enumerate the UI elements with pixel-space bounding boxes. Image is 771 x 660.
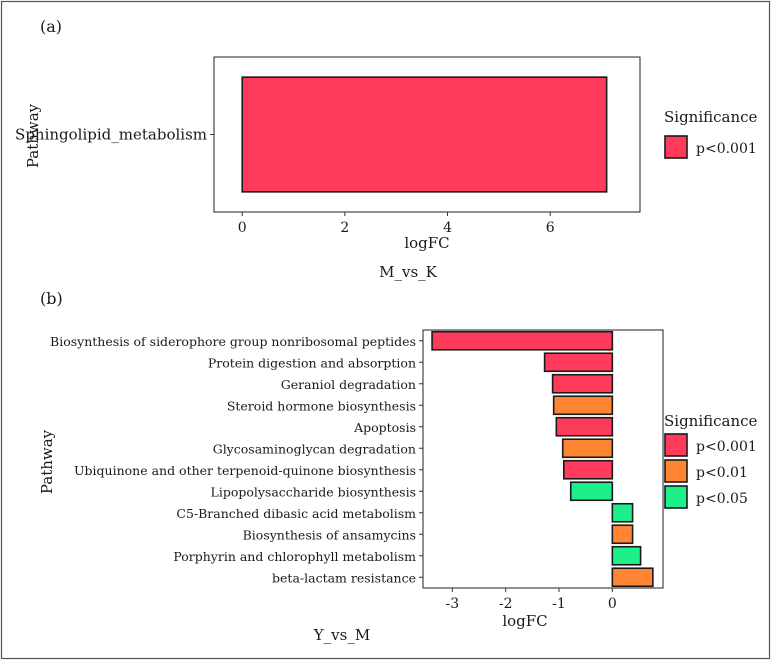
b-category-label-8: Lipopolysaccharide biosynthesis: [211, 484, 416, 499]
panel-b-legend: Significance p<0.001 p<0.01 p<0.05: [664, 412, 758, 509]
panel-a-ylabel: Pathway: [24, 103, 42, 168]
b-bar-9: [611, 502, 634, 523]
b-category-label-6: Glycosaminoglycan degradation: [213, 441, 416, 456]
a-xtick-label-4: 6: [546, 220, 555, 236]
b-bar-5: [555, 416, 614, 437]
panel-b-legend-entries: p<0.001 p<0.01 p<0.05: [664, 433, 757, 509]
panel-b-bars: [431, 330, 654, 588]
b-legend-label-3: p<0.05: [696, 491, 748, 507]
panel-a-legend-title: Significance: [664, 108, 758, 126]
panel-b-xaxis: -3 -2 -1 0: [446, 588, 617, 612]
b-category-label-2: Protein digestion and absorption: [208, 355, 416, 370]
panel-a-xaxis: 0 2 4 6: [238, 212, 555, 236]
panel-a-legend-entries: p<0.001: [664, 135, 757, 159]
panel-b-plot-frame: [422, 329, 664, 589]
a-category-label-1: Sphingolipid_metabolism: [15, 126, 207, 144]
b-category-label-1: Biosynthesis of siderophore group nonrib…: [50, 334, 416, 349]
panel-b-caption: Y_vs_M: [313, 626, 370, 644]
b-category-label-7: Ubiquinone and other terpenoid-quinone b…: [74, 463, 416, 478]
b-bar-1: [431, 330, 614, 351]
a-xtick-label-1: 0: [238, 220, 247, 236]
b-bar-4: [552, 395, 614, 416]
b-legend-label-2: p<0.01: [696, 465, 748, 481]
b-category-label-5: Apoptosis: [353, 420, 416, 435]
panel-b-ylabel: Pathway: [38, 429, 56, 494]
b-category-label-12: beta-lactam resistance: [272, 570, 416, 585]
b-category-label-10: Biosynthesis of ansamycins: [243, 527, 416, 542]
b-bar-7: [562, 459, 614, 480]
b-bar-3: [551, 373, 614, 394]
b-bar-11: [611, 545, 642, 566]
b-xtick-label-4: 0: [608, 596, 617, 612]
b-category-label-11: Porphyrin and chlorophyll metabolism: [173, 549, 416, 564]
a-legend-label-1: p<0.001: [696, 141, 757, 157]
panel-b-legend-title: Significance: [664, 412, 758, 430]
b-category-label-3: Geraniol degradation: [281, 377, 416, 392]
panel-b-yaxis: Biosynthesis of siderophore group nonrib…: [50, 334, 423, 585]
b-legend-swatch-1: [664, 433, 688, 457]
b-category-label-9: C5-Branched dibasic acid metabolism: [176, 506, 416, 521]
b-category-label-4: Steroid hormone biosynthesis: [227, 398, 416, 413]
b-bar-12: [611, 567, 654, 588]
panel-b-label: (b): [40, 289, 63, 308]
panel-a-yaxis: Sphingolipid_metabolism: [15, 126, 214, 144]
b-bar-6: [561, 438, 614, 459]
b-xtick-label-1: -3: [446, 596, 460, 612]
b-bar-8: [569, 481, 614, 502]
panel-a: (a) Pathway Sphingolipid_metabolism 0 2 4 6…: [15, 17, 757, 281]
b-xtick-label-3: -1: [552, 596, 566, 612]
panel-a-caption: M_vs_K: [379, 263, 438, 281]
a-bar-1: [241, 76, 608, 193]
panel-a-xlabel: logFC: [404, 234, 449, 252]
b-xtick-label-2: -2: [499, 596, 513, 612]
panel-b-xlabel: logFC: [502, 612, 547, 630]
panel-a-bars: [241, 76, 608, 193]
b-bar-2: [543, 352, 614, 373]
b-bar-10: [611, 524, 634, 545]
a-xtick-label-2: 2: [340, 220, 349, 236]
a-legend-swatch-1: [664, 135, 688, 159]
b-legend-swatch-3: [664, 485, 688, 509]
panel-b: (b) Pathway Biosynthesis of siderophore …: [38, 289, 758, 644]
a-xtick-label-3: 4: [443, 220, 452, 236]
b-legend-label-1: p<0.001: [696, 439, 757, 455]
panel-a-label: (a): [40, 17, 62, 36]
b-legend-swatch-2: [664, 459, 688, 483]
panel-a-legend: Significance p<0.001: [664, 108, 758, 159]
